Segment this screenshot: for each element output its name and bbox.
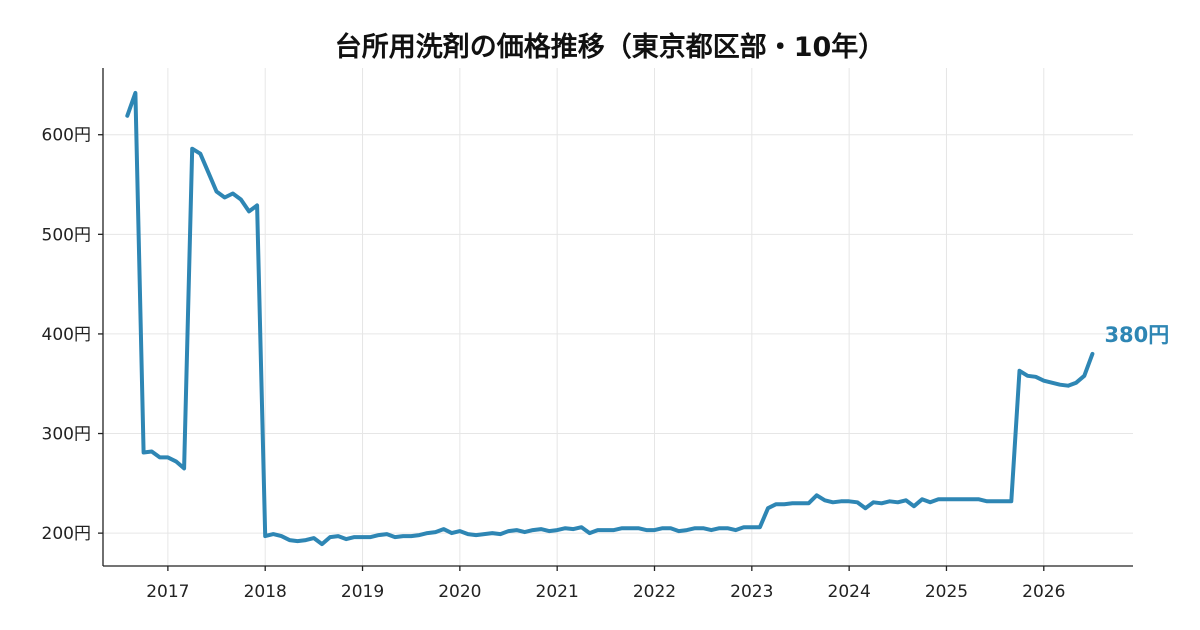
y-tick-label: 600円 (42, 126, 91, 146)
end-value-label: 380円 (1104, 323, 1169, 347)
y-tick-label: 300円 (42, 425, 91, 445)
y-tick-label: 200円 (42, 524, 91, 544)
ticks: 200円 300円 400円 500円 600円 2017 2018 2019 2020 2021… (42, 126, 1066, 602)
x-tick-label: 2022 (633, 582, 676, 602)
x-tick-label: 2025 (925, 582, 968, 602)
series: 380円 (125, 90, 1169, 547)
grid (103, 68, 1133, 566)
x-tick-label: 2024 (828, 582, 871, 602)
chart-title: 台所用洗剤の価格推移（東京都区部・10年） (335, 31, 886, 63)
x-tick-label: 2021 (536, 582, 579, 602)
x-tick-label: 2020 (438, 582, 481, 602)
x-tick-label: 2023 (730, 582, 773, 602)
y-tick-label: 400円 (42, 325, 91, 345)
x-tick-label: 2018 (244, 582, 287, 602)
y-tick-label: 500円 (42, 225, 91, 245)
x-tick-label: 2019 (341, 582, 384, 602)
x-tick-label: 2026 (1022, 582, 1065, 602)
axes (102, 68, 1133, 567)
x-tick-label: 2017 (146, 582, 189, 602)
series-line (125, 90, 1095, 547)
